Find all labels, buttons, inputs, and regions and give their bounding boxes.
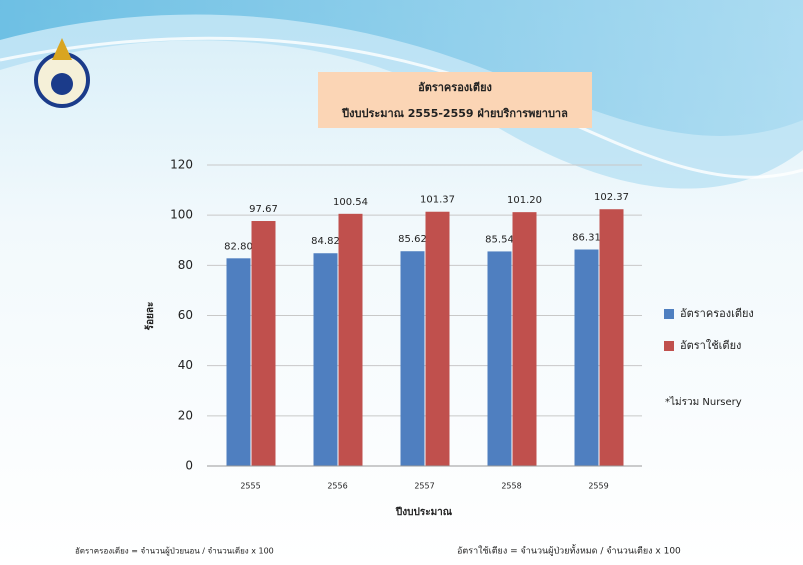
bar — [313, 253, 338, 466]
value-label: 100.54 — [333, 197, 368, 208]
x-tick-label: 2557 — [414, 482, 434, 491]
chart-subtitle: ปีงบประมาณ 2555-2559 ฝ่ายบริการพยาบาล — [341, 107, 568, 120]
bar — [599, 209, 624, 466]
note: *ไม่รวม Nursery — [665, 396, 742, 408]
value-label: 86.31 — [572, 233, 601, 244]
x-tick-label: 2559 — [588, 482, 608, 491]
y-tick-label: 0 — [185, 459, 193, 473]
x-axis-label: ปีงบประมาณ — [395, 506, 453, 518]
bar — [226, 258, 251, 466]
plot: 0 20 40 60 80 100 120 2555 82.80 97.67 2556 84.82 10… — [170, 158, 754, 491]
value-label: 82.80 — [224, 241, 253, 252]
x-tick-label: 2556 — [327, 482, 347, 491]
logo — [34, 38, 90, 108]
bar — [487, 251, 512, 466]
x-tick-label: 2555 — [240, 482, 260, 491]
value-label: 85.54 — [485, 234, 514, 245]
value-label: 101.20 — [507, 195, 542, 206]
footer-right: อัตราใช้เตียง = จำนวนผู้ป่วยทั้งหมด / จำ… — [457, 544, 681, 557]
bar — [251, 221, 276, 466]
bar — [400, 251, 425, 466]
bar — [338, 213, 363, 466]
wave — [0, 0, 803, 136]
y-tick-label: 80 — [178, 258, 193, 272]
y-tick-label: 100 — [170, 208, 193, 222]
legend-label: อัตราใช้เตียง — [680, 339, 741, 352]
value-label: 97.67 — [249, 204, 278, 215]
title-box — [318, 72, 592, 128]
y-axis-label: ร้อยละ — [144, 302, 156, 331]
footer-left: อัตราครองเตียง = จำนวนผู้ป่วยนอน / จำนวน… — [75, 547, 274, 557]
y-tick-label: 120 — [170, 158, 193, 172]
value-label: 84.82 — [311, 236, 340, 247]
bar — [574, 249, 599, 466]
y-tick-label: 60 — [178, 308, 193, 322]
y-tick-label: 20 — [178, 408, 193, 422]
value-label: 102.37 — [594, 192, 629, 203]
bar — [425, 211, 450, 466]
legend-swatch — [664, 341, 674, 351]
y-tick-label: 40 — [178, 358, 193, 372]
x-tick-label: 2558 — [501, 482, 521, 491]
chart-title: อัตราครองเตียง — [418, 81, 492, 94]
legend-label: อัตราครองเตียง — [680, 307, 754, 320]
value-label: 85.62 — [398, 234, 427, 245]
value-label: 101.37 — [420, 195, 455, 206]
bar — [512, 212, 537, 466]
legend-swatch — [664, 309, 674, 319]
